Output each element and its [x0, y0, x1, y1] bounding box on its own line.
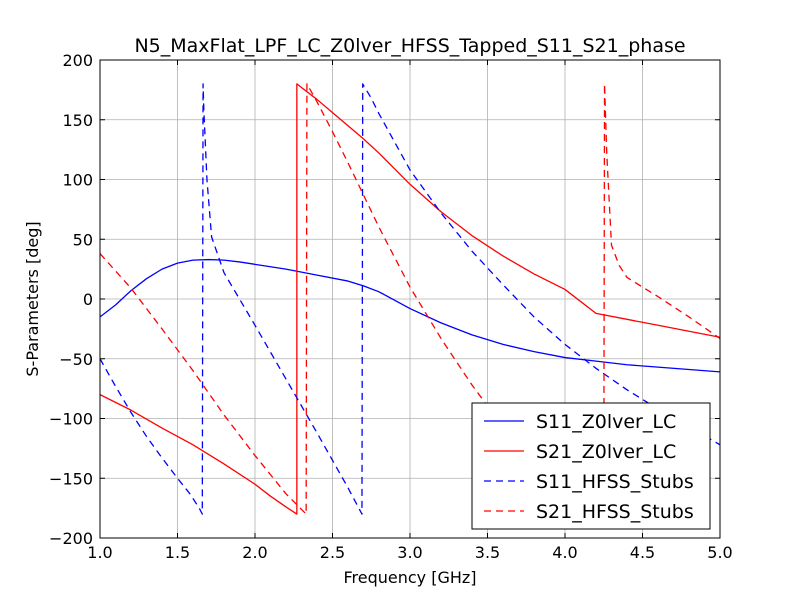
x-tick-label: 1.5 — [165, 543, 190, 562]
x-tick-label: 2.0 — [242, 543, 267, 562]
legend-box — [471, 402, 711, 530]
x-tick-label: 3.5 — [475, 543, 500, 562]
x-tick-label: 3.0 — [397, 543, 422, 562]
y-tick-label: −150 — [49, 469, 93, 488]
x-tick-label: 4.0 — [552, 543, 577, 562]
axis-ticks: 1.0 1.5 2.0 2.5 3.0 3.5 4.0 4.5 5.0 −200 −150 −100 −… — [49, 51, 733, 562]
y-tick-label: −100 — [49, 410, 93, 429]
y-tick-label: −50 — [59, 350, 93, 369]
x-tick-label: 4.5 — [630, 543, 655, 562]
y-tick-label: 100 — [62, 171, 93, 190]
legend-label: S11_HFSS_Stubs — [536, 471, 694, 493]
series-line-s11-hfss-stubs — [100, 83, 720, 515]
x-tick-label: 1.0 — [87, 543, 112, 562]
y-tick-label: 0 — [83, 290, 93, 309]
legend-label: S21_Z0lver_LC — [536, 441, 676, 463]
x-tick-label: 2.5 — [320, 543, 345, 562]
series-line-s21-z0lver-lc — [100, 83, 720, 515]
y-tick-label: 50 — [73, 230, 93, 249]
series-line-s21-hfss-stubs — [100, 83, 720, 515]
legend-label: S11_Z0lver_LC — [536, 411, 676, 433]
y-tick-label: 200 — [62, 51, 93, 70]
legend-label: S21_HFSS_Stubs — [536, 501, 694, 523]
y-tick-label: 150 — [62, 111, 93, 130]
legend: S11_Z0lver_LC S21_Z0lver_LC S11_HFSS_Stubs… — [471, 402, 711, 530]
chart-title: N5_MaxFlat_LPF_LC_Z0lver_HFSS_Tapped_S11… — [134, 35, 685, 57]
y-axis-title: S-Parameters [deg] — [23, 221, 42, 376]
x-axis-title: Frequency [GHz] — [343, 568, 476, 587]
x-tick-label: 5.0 — [707, 543, 732, 562]
plot-series — [100, 83, 720, 515]
y-tick-label: −200 — [49, 529, 93, 548]
